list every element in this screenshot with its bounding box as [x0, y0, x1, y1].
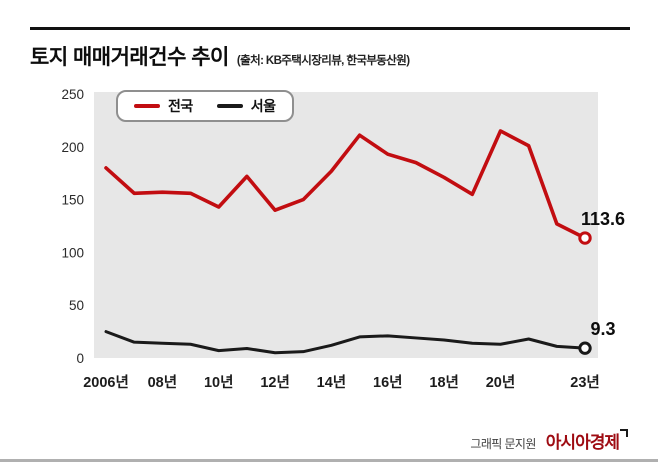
- credit-text: 그래픽 문지원: [470, 437, 536, 451]
- x-tick-label: 08년: [148, 374, 177, 391]
- y-tick-label: 150: [61, 193, 84, 208]
- asiae-logo-text: 아시아경제: [545, 433, 620, 452]
- y-tick-label: 0: [76, 351, 84, 366]
- end-label-nationwide: 113.6: [581, 209, 625, 229]
- y-tick-label: 250: [61, 87, 84, 102]
- x-tick-label: 16년: [373, 374, 402, 391]
- x-tick-label: 2006년: [83, 374, 129, 391]
- y-tick-label: 50: [69, 298, 84, 313]
- chart-header: 토지 매매거래건수 추이 (출처: KB주택시장리뷰, 한국부동산원): [30, 41, 410, 71]
- line-chart: 0 50 100 150 200 250 2006년 08년 10년 12년 14년 16년 18년 20…: [0, 82, 658, 417]
- legend-swatch-nationwide: [134, 104, 160, 108]
- page-title: 토지 매매거래건수 추이: [30, 46, 229, 69]
- y-tick-label: 100: [61, 245, 84, 260]
- asiae-logo-mark: [620, 429, 628, 437]
- y-tick-label: 200: [61, 140, 84, 155]
- series-line-nationwide: [104, 129, 587, 240]
- x-tick-label: 18년: [429, 374, 458, 391]
- legend: 전국 서울: [116, 90, 294, 122]
- x-tick-label: 10년: [204, 374, 233, 391]
- legend-item-seoul: 서울: [216, 96, 276, 116]
- plot-area: [94, 92, 598, 358]
- end-point-nationwide: [578, 231, 592, 245]
- end-label-seoul: 9.3: [590, 319, 615, 339]
- x-tick-label: 14년: [317, 374, 346, 391]
- legend-item-nationwide: 전국: [134, 96, 193, 116]
- footer-credit: 그래픽 문지원 아시아경제: [470, 428, 628, 453]
- legend-swatch-seoul: [216, 104, 243, 108]
- legend-label-nationwide: 전국: [168, 98, 193, 114]
- x-tick-label: 12년: [260, 374, 289, 391]
- legend-label-seoul: 서울: [250, 98, 276, 114]
- asiae-logo: 아시아경제: [546, 428, 628, 453]
- series-line-seoul: [104, 330, 587, 355]
- chart-svg: 0 50 100 150 200 250 2006년 08년 10년 12년 14년 16년 18년 20…: [61, 87, 625, 391]
- source-note: (출처: KB주택시장리뷰, 한국부동산원): [236, 55, 410, 67]
- end-point-seoul: [578, 341, 592, 355]
- x-tick-label: 23년: [570, 374, 599, 391]
- bottom-divider: [0, 459, 658, 462]
- x-tick-label: 20년: [486, 374, 515, 391]
- top-divider: [30, 27, 630, 30]
